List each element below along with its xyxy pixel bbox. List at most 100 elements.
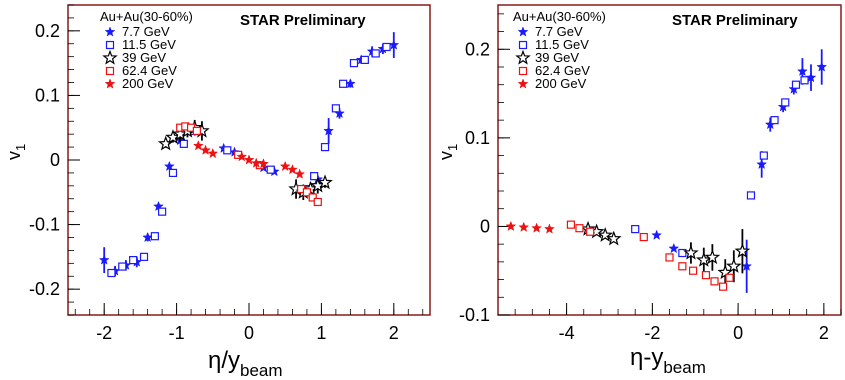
right-data-point xyxy=(816,61,828,72)
right-data-marks xyxy=(505,49,828,293)
right-data-point xyxy=(566,220,575,229)
right-data-point xyxy=(668,242,680,254)
right-legend-label: 200 GeV xyxy=(535,76,587,91)
right-data-point xyxy=(544,223,555,234)
left-data-point xyxy=(98,254,110,265)
left-data-point xyxy=(163,160,175,172)
left-data-point xyxy=(320,142,330,152)
right-data-point xyxy=(725,273,734,282)
left-legend-label: 62.4 GeV xyxy=(122,63,177,78)
right-data-point xyxy=(631,224,640,234)
right-data-point xyxy=(710,277,719,286)
left-data-point xyxy=(313,197,322,207)
right-data-point xyxy=(597,227,614,242)
left-data-point xyxy=(129,256,138,265)
right-x-axis-label: η-ybeam xyxy=(630,344,706,377)
left-x-tick-label: 0 xyxy=(244,323,254,343)
left-data-marks xyxy=(98,32,400,278)
left-data-point xyxy=(258,158,269,169)
right-data-point xyxy=(505,220,517,232)
left-data-point xyxy=(150,232,159,241)
right-data-point xyxy=(718,282,728,291)
left-data-point xyxy=(266,165,275,174)
right-panel: -4 -2 0 2 -0.1 0 0.1 0.2 STAR Preliminary Au+Au… xyxy=(436,4,842,377)
left-y-axis-label: v1 xyxy=(4,144,28,160)
right-data-point xyxy=(701,271,711,280)
left-data-point xyxy=(308,193,317,202)
left-data-point xyxy=(107,268,116,278)
left-x-tick-label: -1 xyxy=(169,323,185,343)
right-data-point xyxy=(734,243,751,258)
right-legend-marker xyxy=(518,66,528,76)
left-legend-label: 7.7 GeV xyxy=(122,24,170,39)
right-data-point xyxy=(678,262,687,271)
left-data-point xyxy=(310,172,319,181)
right-data-point xyxy=(678,248,687,258)
left-y-axis-label-main: v xyxy=(4,151,24,160)
right-y-axis-label-sub: 1 xyxy=(445,144,460,151)
left-data-point xyxy=(360,55,369,64)
right-x-tick-label: -2 xyxy=(644,323,660,343)
left-data-point xyxy=(382,42,391,52)
right-data-point xyxy=(683,244,699,260)
left-data-point xyxy=(207,147,219,159)
left-legend-header: Au+Au(30-60%) xyxy=(100,9,193,24)
right-data-point xyxy=(781,98,790,107)
left-data-point xyxy=(192,140,204,151)
right-data-point xyxy=(639,232,648,242)
left-data-point xyxy=(331,104,340,113)
left-data-point xyxy=(118,262,127,271)
right-axes: -4 -2 0 2 -0.1 0 0.1 0.2 xyxy=(459,13,842,343)
right-legend-marker xyxy=(517,78,529,89)
right-legend-header: Au+Au(30-60%) xyxy=(513,9,606,24)
right-y-tick-label: 0 xyxy=(480,216,490,236)
right-data-point xyxy=(796,65,808,77)
right-data-point xyxy=(695,251,712,267)
right-y-tick-label: 0.1 xyxy=(465,128,490,148)
right-legend-label: 11.5 GeV xyxy=(535,37,589,52)
right-data-point xyxy=(805,71,817,83)
right-data-point xyxy=(756,158,768,170)
left-data-point xyxy=(349,59,359,68)
left-y-tick-label: 0 xyxy=(50,150,60,170)
left-legend-marker xyxy=(105,40,115,50)
left-data-point xyxy=(158,207,167,216)
left-y-axis-label-sub: 1 xyxy=(13,144,28,151)
right-data-point xyxy=(791,80,801,89)
right-data-point xyxy=(651,229,663,240)
right-y-axis-label-main: v xyxy=(436,151,456,160)
right-plot-frame xyxy=(497,4,842,316)
right-data-point xyxy=(800,76,809,85)
left-data-point xyxy=(302,188,312,197)
left-chart-title: STAR Preliminary xyxy=(240,12,366,29)
right-data-point xyxy=(665,253,674,262)
left-legend-marker xyxy=(105,66,115,76)
left-x-axis-label-main: η/y xyxy=(208,347,240,374)
right-data-point xyxy=(531,222,543,233)
left-y-tick-label: -0.2 xyxy=(29,279,60,299)
left-axes: -2 -1 0 1 2 -0.2 -0.1 0 0.1 0.2 xyxy=(29,4,424,343)
right-data-point xyxy=(770,116,779,125)
left-data-point xyxy=(139,252,149,261)
right-y-axis-label: v1 xyxy=(436,144,460,160)
right-x-axis-label-main: η-y xyxy=(630,344,663,371)
left-data-point xyxy=(371,49,380,58)
right-x-tick-label: -4 xyxy=(559,323,575,343)
right-legend-marker xyxy=(517,26,529,37)
left-panel: -2 -1 0 1 2-0.2-0.100.10.2 STAR Preliminary … xyxy=(4,4,431,380)
left-y-tick-label: 0.2 xyxy=(35,21,60,41)
right-data-point xyxy=(746,191,756,200)
left-data-point xyxy=(323,125,335,136)
left-y-tick-label: -0.1 xyxy=(29,215,60,235)
right-data-point xyxy=(586,227,595,236)
left-x-axis-label: η/ybeam xyxy=(208,347,283,380)
left-data-point xyxy=(250,157,262,168)
right-data-point xyxy=(725,258,742,273)
left-x-tick-label: -2 xyxy=(96,323,112,343)
right-legend-marker xyxy=(515,49,531,65)
right-legend-label: 39 GeV xyxy=(535,50,579,65)
left-data-point xyxy=(223,146,232,155)
left-data-point xyxy=(168,168,178,178)
